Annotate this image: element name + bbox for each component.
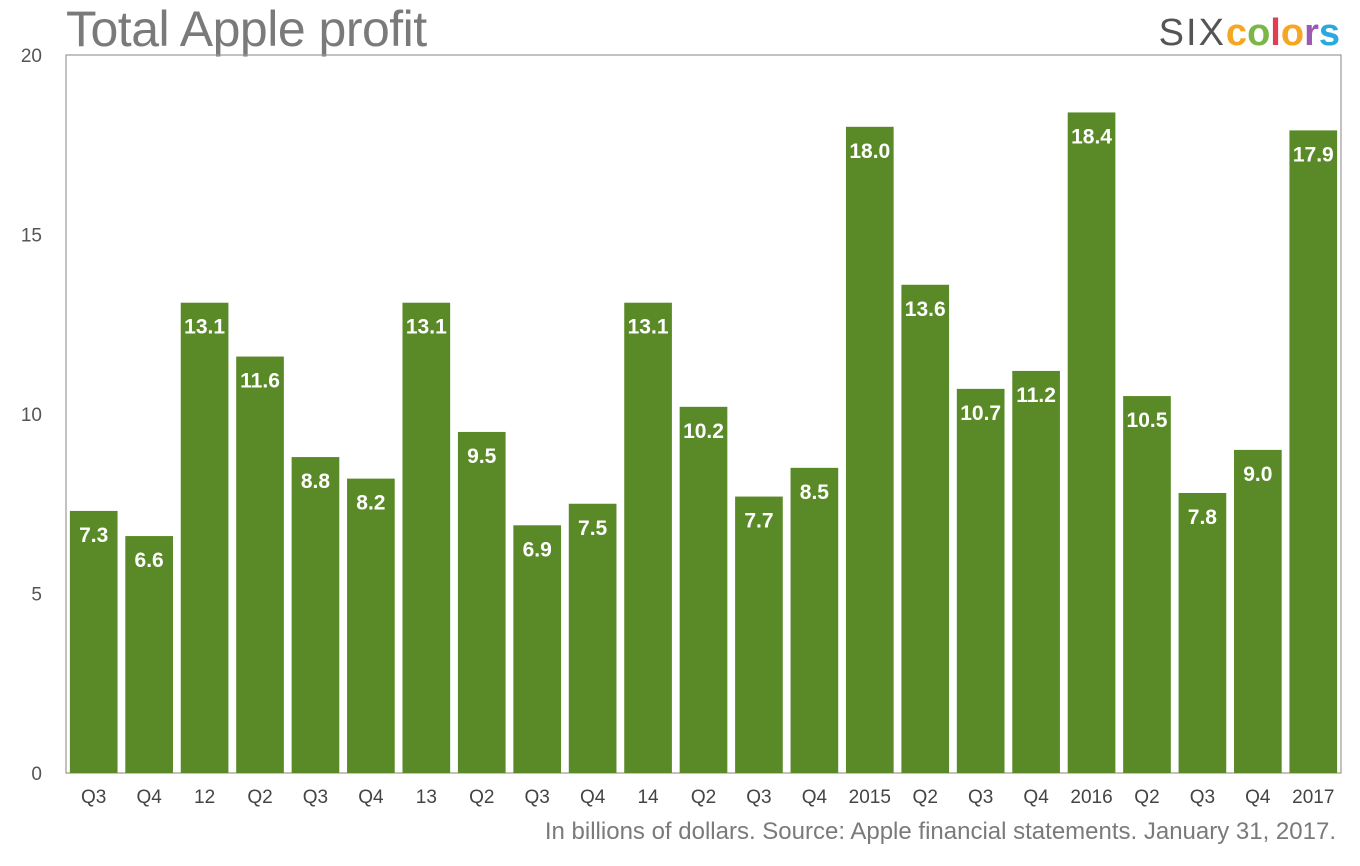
bar bbox=[568, 503, 617, 773]
bar-value-label: 18.0 bbox=[849, 140, 890, 163]
bar-value-label: 9.0 bbox=[1243, 463, 1272, 486]
bar-value-label: 7.5 bbox=[578, 517, 608, 540]
x-category-label: Q2 bbox=[469, 787, 494, 808]
bar bbox=[291, 457, 340, 773]
bar-value-label: 6.6 bbox=[135, 549, 164, 572]
bar bbox=[125, 536, 173, 773]
x-category-label: Q3 bbox=[303, 787, 328, 808]
bar-value-label: 11.2 bbox=[1016, 384, 1056, 407]
y-tick-label: 0 bbox=[31, 764, 42, 785]
bar-value-label: 17.9 bbox=[1293, 143, 1334, 166]
logo-six-text: SIX bbox=[1158, 12, 1226, 54]
bar-value-label: 8.8 bbox=[301, 470, 331, 493]
x-category-label: Q4 bbox=[1023, 787, 1049, 808]
bar-value-label: 13.1 bbox=[628, 316, 669, 339]
bar bbox=[1289, 130, 1338, 773]
logo-letter: l bbox=[1270, 12, 1281, 54]
logo-letter: r bbox=[1304, 12, 1319, 54]
bar bbox=[1067, 112, 1116, 773]
bar-value-label: 13.1 bbox=[184, 316, 225, 339]
bar-value-label: 8.2 bbox=[356, 492, 385, 515]
bar bbox=[901, 284, 950, 773]
chart-title: Total Apple profit bbox=[66, 1, 427, 57]
bar-value-label: 7.8 bbox=[1188, 506, 1218, 529]
bar-value-label: 6.9 bbox=[523, 538, 552, 561]
bar bbox=[679, 406, 728, 773]
bar bbox=[845, 126, 894, 774]
bar bbox=[457, 431, 506, 773]
bar-value-label: 7.3 bbox=[79, 524, 108, 547]
bar bbox=[790, 467, 839, 773]
x-category-label: Q2 bbox=[913, 787, 938, 808]
x-category-label: 14 bbox=[637, 787, 659, 808]
bar-value-label: 10.2 bbox=[683, 420, 724, 443]
x-category-label: 2016 bbox=[1070, 787, 1112, 808]
x-category-label: 2017 bbox=[1292, 787, 1334, 808]
bar bbox=[1178, 492, 1227, 773]
bar bbox=[1012, 370, 1060, 773]
x-category-label: Q3 bbox=[746, 787, 771, 808]
bar bbox=[513, 525, 562, 773]
logo-letter: c bbox=[1225, 12, 1248, 54]
x-category-label: Q4 bbox=[136, 787, 162, 808]
x-category-label: Q3 bbox=[525, 787, 550, 808]
y-tick-label: 20 bbox=[21, 46, 42, 67]
x-category-label: Q3 bbox=[81, 787, 106, 808]
bar-value-label: 8.5 bbox=[800, 481, 830, 504]
y-tick-label: 15 bbox=[21, 226, 42, 247]
bar bbox=[69, 510, 118, 773]
logo-letter: o bbox=[1280, 12, 1305, 54]
bar bbox=[735, 496, 783, 773]
bar-value-label: 18.4 bbox=[1071, 125, 1112, 148]
bar bbox=[236, 356, 284, 773]
bar bbox=[402, 302, 451, 773]
y-tick-label: 10 bbox=[21, 405, 42, 426]
x-category-label: Q3 bbox=[968, 787, 993, 808]
bar bbox=[624, 302, 672, 773]
x-category-label: Q4 bbox=[358, 787, 384, 808]
y-tick-label: 5 bbox=[31, 585, 42, 606]
bar-value-label: 10.7 bbox=[960, 402, 1001, 425]
bar-value-label: 11.6 bbox=[240, 370, 280, 393]
x-category-label: 2015 bbox=[849, 787, 891, 808]
bar-value-label: 10.5 bbox=[1127, 409, 1168, 432]
x-category-label: Q3 bbox=[1190, 787, 1215, 808]
x-category-label: Q2 bbox=[691, 787, 716, 808]
bar bbox=[1123, 396, 1171, 773]
bar bbox=[180, 302, 229, 773]
bar bbox=[1234, 449, 1282, 773]
logo-letter: s bbox=[1318, 12, 1340, 54]
bar-value-label: 13.6 bbox=[905, 298, 946, 321]
bar-value-label: 7.7 bbox=[744, 510, 773, 533]
bar bbox=[347, 478, 395, 773]
x-category-label: Q4 bbox=[580, 787, 606, 808]
sixcolors-logo: SIXcolors bbox=[1159, 14, 1340, 52]
source-note: In billions of dollars. Source: Apple fi… bbox=[544, 818, 1336, 845]
x-category-label: 12 bbox=[194, 787, 215, 808]
bar-value-label: 13.1 bbox=[406, 316, 447, 339]
bar-value-label: 9.5 bbox=[467, 445, 497, 468]
bar bbox=[956, 388, 1005, 773]
x-category-label: Q2 bbox=[1134, 787, 1159, 808]
x-category-label: Q4 bbox=[802, 787, 828, 808]
x-category-label: Q4 bbox=[1245, 787, 1271, 808]
x-category-label: Q2 bbox=[247, 787, 272, 808]
logo-letter: o bbox=[1247, 12, 1271, 54]
x-category-label: 13 bbox=[416, 787, 437, 808]
